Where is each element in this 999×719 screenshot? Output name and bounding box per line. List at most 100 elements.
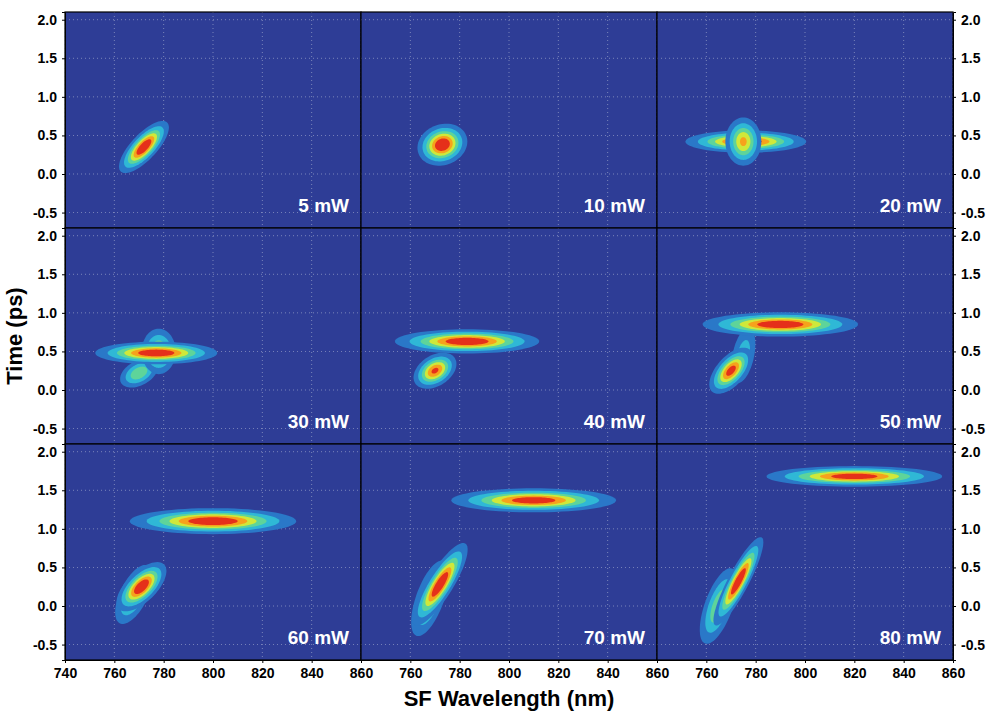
- figure: -0.50.00.51.01.52.05 mW10 mW-0.50.00.51.…: [0, 0, 999, 719]
- spot-contour: [95, 342, 217, 365]
- tick-mark: [953, 236, 956, 237]
- tick-mark: [312, 660, 313, 663]
- tick-label: 1.5: [961, 50, 981, 66]
- tick-label: 2.0: [38, 444, 58, 460]
- spot-contour: [810, 471, 899, 481]
- tick: 1.0: [953, 521, 981, 537]
- tick-mark: [62, 236, 65, 237]
- tick: 0.5: [953, 127, 981, 143]
- spot-contour: [432, 572, 448, 597]
- tick-label: 760: [103, 665, 127, 681]
- grid-line: [361, 96, 657, 97]
- panel: -0.50.00.51.01.52.030 mW: [33, 228, 361, 445]
- tick-label: 0.0: [961, 598, 981, 614]
- spot-contour: [432, 136, 453, 153]
- tick-label: 1.5: [38, 266, 58, 282]
- panel-frame: [65, 228, 361, 444]
- grid-line: [657, 451, 953, 452]
- tick-mark: [114, 660, 115, 663]
- grid-line: [410, 12, 411, 228]
- tick: 800: [202, 660, 226, 681]
- tick-mark: [62, 58, 65, 59]
- spot-contour: [723, 362, 739, 379]
- tick-mark: [953, 606, 956, 607]
- grid-line: [706, 228, 707, 444]
- grid-line: [65, 274, 361, 275]
- spot-contour: [131, 133, 157, 160]
- spot-contour: [147, 511, 280, 532]
- tick: -0.5: [33, 637, 65, 653]
- tick: 760: [399, 660, 423, 681]
- grid-line: [459, 12, 460, 228]
- spot-contour: [748, 319, 812, 329]
- spot-contour: [108, 344, 205, 362]
- spot-contour: [119, 121, 169, 173]
- grid-line: [509, 12, 510, 228]
- grid-line: [65, 490, 361, 491]
- tick: 0.5: [953, 559, 981, 575]
- spot-contour: [446, 338, 489, 345]
- spot-contour: [733, 128, 753, 155]
- tick-label: 1.0: [961, 305, 981, 321]
- spot-contour: [725, 558, 751, 604]
- tick-label: -0.5: [961, 421, 985, 437]
- panel-frame: [361, 228, 657, 444]
- tick: 780: [448, 660, 472, 681]
- spot-contour: [128, 130, 160, 164]
- spot-contour: [698, 133, 794, 151]
- spot-contour: [124, 347, 188, 359]
- y-axis-title: Time (ps): [2, 287, 27, 384]
- grid: [361, 12, 657, 228]
- tick: 0.5: [953, 343, 981, 359]
- tick-mark: [410, 660, 411, 663]
- axis-line: [62, 13, 66, 229]
- tick: 1.0: [953, 305, 981, 321]
- spot-contour: [730, 317, 830, 333]
- tick-label: 1.5: [961, 482, 981, 498]
- tick: 860: [350, 660, 374, 681]
- tick: 1.0: [38, 305, 65, 321]
- spot-contour: [159, 513, 266, 530]
- tick: 0.0: [38, 166, 65, 182]
- spot-contour: [831, 474, 877, 479]
- spot-contour: [131, 348, 181, 357]
- grid-line: [805, 228, 806, 444]
- tick-mark: [953, 452, 956, 453]
- heatmap: [417, 124, 467, 166]
- y-axis: -0.50.00.51.01.52.0: [953, 228, 985, 445]
- tick-label: 0.5: [961, 559, 981, 575]
- grid-line: [657, 351, 953, 352]
- tick: 1.5: [38, 50, 65, 66]
- tick-mark: [62, 351, 65, 352]
- tick: -0.5: [953, 205, 985, 221]
- grid-line: [657, 567, 953, 568]
- tick-mark: [509, 660, 510, 663]
- grid-line: [361, 390, 657, 391]
- panel-frame: [657, 444, 953, 660]
- spot-contour: [412, 543, 467, 626]
- grid-line: [657, 490, 953, 491]
- spot-contour: [422, 360, 448, 382]
- spot-contour: [785, 468, 924, 484]
- tick: 0.5: [38, 559, 65, 575]
- plot-background: [65, 12, 361, 228]
- tick: 0.0: [38, 382, 65, 398]
- panel: 740760780800820840860-0.50.00.51.01.52.0…: [33, 444, 374, 681]
- spot-contour: [418, 357, 452, 385]
- tick: -0.5: [953, 421, 985, 437]
- grid-line: [262, 444, 263, 660]
- grid-line: [657, 274, 953, 275]
- grid-line: [262, 228, 263, 444]
- grid-line: [509, 444, 510, 660]
- tick: 2.0: [38, 444, 65, 460]
- grid-line: [114, 12, 115, 228]
- tick: -0.5: [33, 421, 65, 437]
- tick-label: 1.5: [961, 266, 981, 282]
- grid-line: [854, 12, 855, 228]
- tick: 1.0: [38, 89, 65, 105]
- tick-label: 0.5: [38, 127, 58, 143]
- tick-label: 800: [202, 665, 226, 681]
- tick-mark: [164, 660, 165, 663]
- spot-contour: [714, 353, 748, 389]
- tick-label: 0.0: [961, 166, 981, 182]
